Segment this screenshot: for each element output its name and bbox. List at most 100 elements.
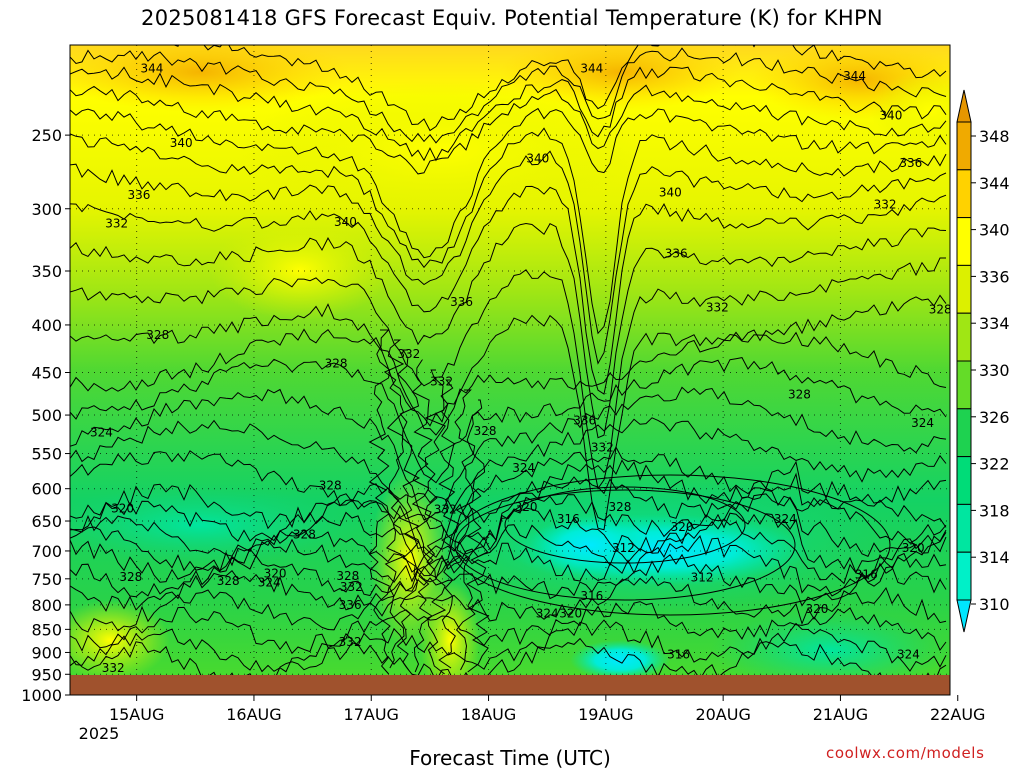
contour-label: 336 <box>450 295 473 309</box>
colorbar-label: 330 <box>979 361 1010 380</box>
contour-label: 328 <box>474 424 497 438</box>
colorbar-label: 334 <box>979 314 1010 333</box>
x-tick-label: 21AUG <box>813 705 868 724</box>
y-tick-label: 950 <box>31 665 62 684</box>
contour-line <box>70 294 947 531</box>
colorbar-extend-max <box>956 89 972 123</box>
contour-label: 328 <box>788 387 811 401</box>
y-tick-label: 550 <box>31 445 62 464</box>
contour-line <box>70 601 947 655</box>
contour-label: 312 <box>612 541 635 555</box>
contour-label: 320 <box>559 606 582 620</box>
contour-line <box>70 127 947 335</box>
y-axis: 250 300 350 400 450 500 550 600 650 700 750 800 850 9… <box>21 126 70 705</box>
contour-label: 336 <box>665 246 688 260</box>
contour-label: 328 <box>325 356 348 370</box>
contour-line <box>70 553 947 612</box>
contour-line <box>70 357 947 484</box>
contour-label: 328 <box>929 303 952 317</box>
x-tick-label: 20AUG <box>695 705 750 724</box>
credit-text: coolwx.com/models <box>826 744 985 762</box>
colorbar-segment <box>956 503 972 553</box>
contour-line <box>70 386 947 521</box>
contour-line <box>504 486 746 564</box>
x-tick-label: 17AUG <box>344 705 399 724</box>
y-tick-label: 900 <box>31 643 62 662</box>
contour-label: 316 <box>557 512 580 526</box>
contour-line <box>438 379 462 669</box>
contour-line <box>368 329 391 675</box>
contour-label: 340 <box>170 136 193 150</box>
colorbar-segment <box>956 312 972 362</box>
contour-label: 340 <box>526 152 549 166</box>
contour-line <box>454 389 476 671</box>
contour-label: 344 <box>140 62 163 76</box>
contour-label: 324 <box>258 576 281 590</box>
contour-line <box>93 45 947 132</box>
colorbar-label: 310 <box>979 595 1010 614</box>
contour-line <box>70 472 947 544</box>
y-tick-label: 400 <box>31 316 62 335</box>
contour-line <box>396 349 420 671</box>
shade-region <box>710 610 950 690</box>
contour-line <box>70 84 947 175</box>
contour-label: 336 <box>899 156 922 170</box>
chart-title: 2025081418 GFS Forecast Equiv. Potential… <box>141 6 883 30</box>
colorbar: 348 344 340 336 334 330 326 322 318 314 310 <box>956 89 1010 633</box>
shade-region <box>530 515 650 575</box>
contour-label: 324 <box>897 648 920 662</box>
shade-region <box>240 80 640 220</box>
contour-line <box>70 222 947 439</box>
contour-line <box>70 507 947 574</box>
contour-label: 332 <box>430 374 453 388</box>
contour-label: 328 <box>146 328 169 342</box>
contour-lines <box>70 45 947 690</box>
y-tick-label: 600 <box>31 480 62 499</box>
x-axis: 15AUG 16AUG 17AUG 18AUG 19AUG 20AUG 21AUG 22AUG <box>109 695 985 724</box>
contour-line <box>70 575 947 633</box>
ground-surface <box>70 675 950 695</box>
contour-label: 328 <box>293 527 316 541</box>
colorbar-label: 340 <box>979 221 1010 240</box>
contour-label: 332 <box>102 661 125 675</box>
contour-label: 320 <box>264 566 287 580</box>
colorbar-label: 336 <box>979 267 1010 286</box>
contour-label: 328 <box>319 478 342 492</box>
contour-label: 324 <box>536 606 559 620</box>
contour-label: 340 <box>659 185 682 199</box>
contour-label: 344 <box>843 69 866 83</box>
colorbar-segment <box>956 169 972 219</box>
contour-label: 320 <box>806 602 829 616</box>
y-tick-label: 250 <box>31 126 62 145</box>
x-tick-label: 22AUG <box>930 705 985 724</box>
contour-line <box>70 185 947 395</box>
contour-label: 336 <box>128 188 151 202</box>
y-tick-label: 650 <box>31 512 62 531</box>
colorbar-label: 344 <box>979 174 1010 193</box>
contour-label: 324 <box>911 416 934 430</box>
x-tick-label: 18AUG <box>461 705 516 724</box>
contour-label: 324 <box>774 512 797 526</box>
colorbar-segment <box>956 121 972 171</box>
x-axis-year-label: 2025 <box>79 724 120 743</box>
contour-label: 344 <box>580 62 603 76</box>
colorbar-segment <box>956 217 972 266</box>
contour-label: 336 <box>339 598 362 612</box>
contour-label: 316 <box>855 567 878 581</box>
shade-region <box>570 640 670 680</box>
contour-label: 320 <box>111 501 134 515</box>
contour-line <box>70 328 947 436</box>
contour-line <box>70 534 947 598</box>
y-tick-label: 800 <box>31 596 62 615</box>
contour-line <box>466 399 490 673</box>
contour-line <box>70 257 946 490</box>
y-tick-label: 350 <box>31 262 62 281</box>
colorbar-label: 326 <box>979 408 1010 427</box>
contour-label: 332 <box>591 441 614 455</box>
colorbar-segment <box>956 551 972 601</box>
contour-line <box>70 459 947 530</box>
contour-labels: 344 3443443403403403403403363363363363363… <box>90 62 952 692</box>
colorbar-segment <box>956 264 972 314</box>
contour-label: 328 <box>119 570 142 584</box>
contour-label: 316 <box>580 589 603 603</box>
